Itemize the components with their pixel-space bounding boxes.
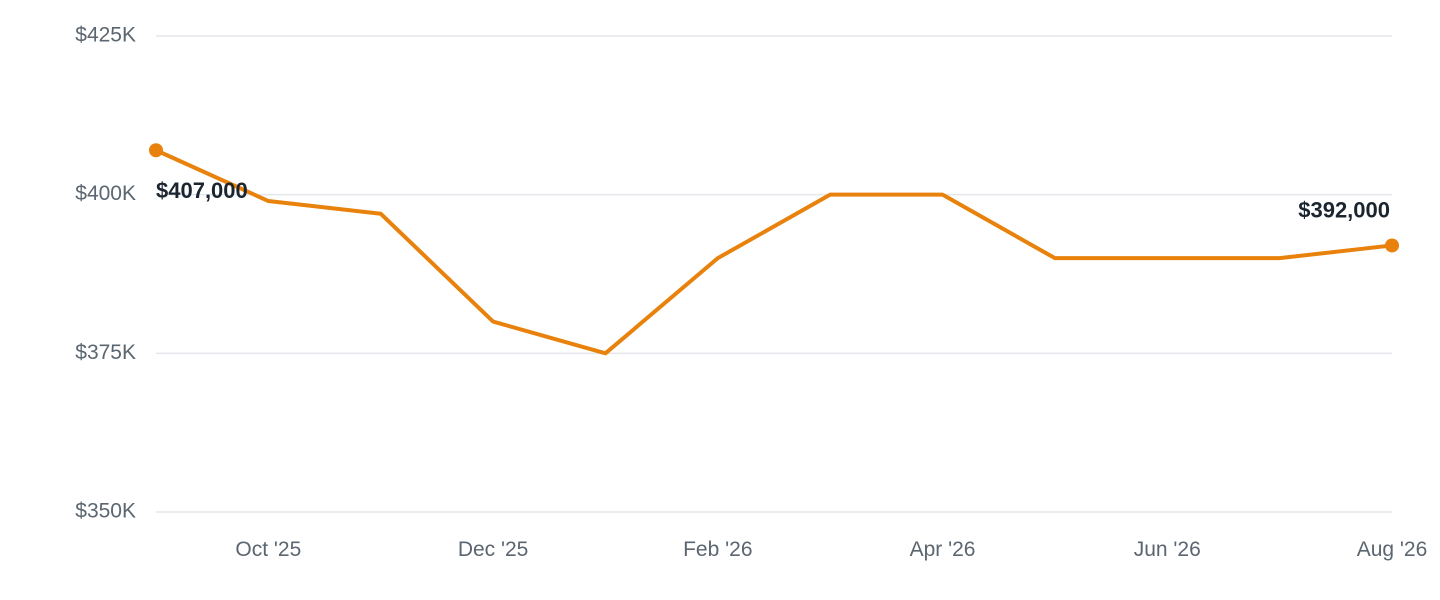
- x-tick-label: Apr '26: [910, 538, 976, 561]
- endpoint-markers: [149, 143, 1399, 253]
- x-tick-label: Oct '25: [235, 538, 301, 561]
- x-tick-label: Aug '26: [1357, 538, 1428, 561]
- end-point-marker: [1385, 238, 1399, 253]
- end-value-label: $392,000: [1298, 197, 1390, 222]
- series-line-group: [154, 148, 1394, 356]
- x-tick-label: Jun '26: [1134, 538, 1201, 561]
- y-tick-label: $425K: [75, 24, 136, 47]
- data-labels: $407,000 $392,000: [156, 178, 1390, 222]
- x-tick-label: Dec '25: [458, 538, 529, 561]
- gridlines: [156, 35, 1392, 513]
- series-line: [154, 148, 1394, 356]
- x-axis-ticks: Oct '25 Dec '25 Feb '26 Apr '26 Jun '26 Aug '…: [235, 538, 1427, 561]
- x-tick-label: Feb '26: [683, 538, 752, 561]
- y-tick-label: $375K: [75, 341, 136, 364]
- start-value-label: $407,000: [156, 178, 248, 203]
- y-axis-ticks: $350K $375K $400K $425K: [75, 24, 136, 523]
- start-point-marker: [149, 143, 163, 158]
- y-tick-label: $350K: [75, 500, 136, 523]
- y-tick-label: $400K: [75, 182, 136, 205]
